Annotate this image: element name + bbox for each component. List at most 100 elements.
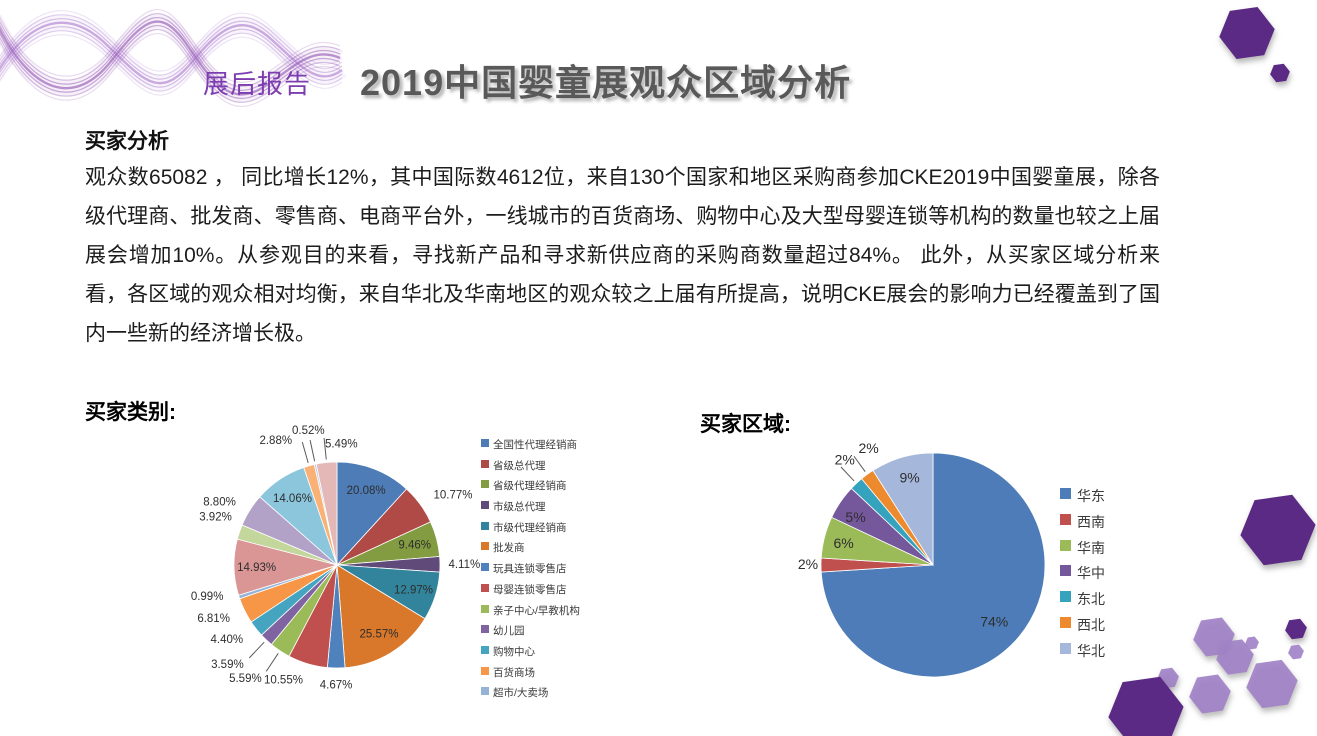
legend-item: 华中 <box>1060 563 1105 589</box>
legend-item: 市级总代理 <box>481 499 580 520</box>
buyer-region-legend: 华东 西南 华南 华中 东北 西北 华北 <box>1060 486 1105 667</box>
legend-swatch <box>481 439 489 447</box>
legend-item: 百货商场 <box>481 665 580 686</box>
pie-leader-line <box>309 440 316 462</box>
legend-swatch <box>481 480 489 489</box>
hexagon <box>1245 636 1259 650</box>
legend-item: 批发商 <box>481 540 580 561</box>
legend-item: 华东 <box>1060 486 1105 512</box>
legend-label: 母婴连锁零售店 <box>493 583 567 596</box>
pie-label: 74% <box>980 614 1008 630</box>
legend-swatch <box>1060 513 1071 525</box>
legend-label: 省级总代理 <box>493 459 546 472</box>
pie-label: 20.08% <box>347 485 386 497</box>
pie-leader-line <box>248 641 265 659</box>
legend-item: 省级代理经销商 <box>481 478 580 499</box>
wave-strand <box>0 25 341 99</box>
pie-label: 14.06% <box>273 493 312 505</box>
legend-label: 超市/大卖场 <box>493 687 549 700</box>
legend-label: 市级总代理 <box>493 501 546 514</box>
pie-label: 8.80% <box>203 496 236 508</box>
legend-item: 省级总代理 <box>481 458 580 479</box>
pie-label: 5.59% <box>229 673 262 685</box>
hexagon <box>1288 644 1304 660</box>
pie-label: 5.49% <box>325 439 358 451</box>
pie-label: 2.88% <box>259 435 292 447</box>
legend-swatch <box>481 645 489 654</box>
legend-item: 华南 <box>1060 538 1105 564</box>
pie-label: 2% <box>859 440 879 456</box>
page-title: 2019中国婴童展观众区域分析 <box>360 62 852 103</box>
hexagon <box>1240 494 1316 566</box>
legend-swatch <box>1060 488 1071 499</box>
legend-label: 幼儿园 <box>493 625 525 638</box>
pie-label: 6% <box>834 535 854 551</box>
legend-item: 玩具连锁零售店 <box>481 561 580 582</box>
legend-swatch <box>1060 591 1071 603</box>
hexagon <box>1216 639 1254 675</box>
pie-label: 6.81% <box>197 613 230 625</box>
buyer-region-pie-chart: 74%2%6%5%2%2%9% <box>798 440 1046 678</box>
pie-leader-line <box>301 441 309 464</box>
pie-slice <box>315 461 338 566</box>
legend-item: 亲子中心/早教机构 <box>481 603 580 624</box>
hexagon <box>1189 674 1231 714</box>
hexagon <box>1219 7 1275 59</box>
pie-label: 4.67% <box>320 679 353 691</box>
legend-swatch <box>481 666 489 675</box>
legend-swatch <box>1060 642 1071 654</box>
hexagon <box>1246 659 1298 709</box>
legend-swatch <box>1060 539 1071 551</box>
pie-label: 10.77% <box>434 490 473 502</box>
wave-strand <box>0 14 343 76</box>
pie-label: 4.40% <box>211 634 244 646</box>
wave-strand <box>0 10 343 72</box>
legend-swatch <box>481 625 489 634</box>
wave-strand <box>0 9 341 83</box>
pie-leader-line <box>853 455 866 472</box>
legend-swatch <box>481 542 489 551</box>
pie-label: 2% <box>835 451 855 467</box>
legend-label: 亲子中心/早教机构 <box>493 604 580 617</box>
pie-label: 14.93% <box>237 562 276 574</box>
legend-swatch <box>481 604 489 613</box>
legend-label: 百货商场 <box>493 666 535 679</box>
legend-item: 幼儿园 <box>481 623 580 644</box>
legend-item: 华北 <box>1060 641 1105 667</box>
legend-label: 西南 <box>1077 513 1105 530</box>
pie-label: 3.92% <box>199 512 232 524</box>
legend-label: 玩具连锁零售店 <box>493 563 567 576</box>
legend-swatch <box>1060 565 1071 577</box>
pie-slice <box>336 564 426 669</box>
buyer-category-pie-chart: 20.08% 10.77% 9.46% 4.11% 12.97% 25.57% 4.67% 1… <box>191 425 480 691</box>
pie-label: 9.46% <box>398 540 431 552</box>
pie-slice <box>872 452 934 567</box>
pie-slice <box>336 461 408 567</box>
legend-item: 市级代理经销商 <box>481 520 580 541</box>
hexagon <box>1157 667 1179 689</box>
wave-strand <box>0 26 343 88</box>
wave-strand <box>0 33 341 107</box>
pie-leader-line <box>323 437 327 460</box>
pie-label: 0.52% <box>292 425 325 437</box>
pie-label: 10.55% <box>264 675 303 687</box>
chart-title-buyer-region: 买家区域: <box>700 413 791 436</box>
legend-label: 省级代理经销商 <box>493 480 567 493</box>
legend-label: 购物中心 <box>493 645 535 658</box>
legend-item: 全国性代理经销商 <box>481 437 580 458</box>
hexagon <box>1193 617 1235 657</box>
buyer-analysis-paragraph: 观众数65082 ， 同比增长12%，其中国际数4612位，来自130个国家和地… <box>85 166 1160 345</box>
legend-swatch <box>481 501 489 510</box>
legend-swatch <box>1060 616 1071 628</box>
pie-label: 0.99% <box>191 591 224 603</box>
hexagon <box>1285 618 1307 640</box>
wave-strand <box>0 13 341 87</box>
wave-strand <box>0 18 343 80</box>
legend-swatch <box>481 563 489 572</box>
wave-strand <box>0 34 343 96</box>
legend-label: 华北 <box>1077 642 1105 659</box>
wave-strand <box>0 30 343 92</box>
legend-item: 西北 <box>1060 615 1105 641</box>
report-badge: 展后报告 <box>203 69 312 99</box>
